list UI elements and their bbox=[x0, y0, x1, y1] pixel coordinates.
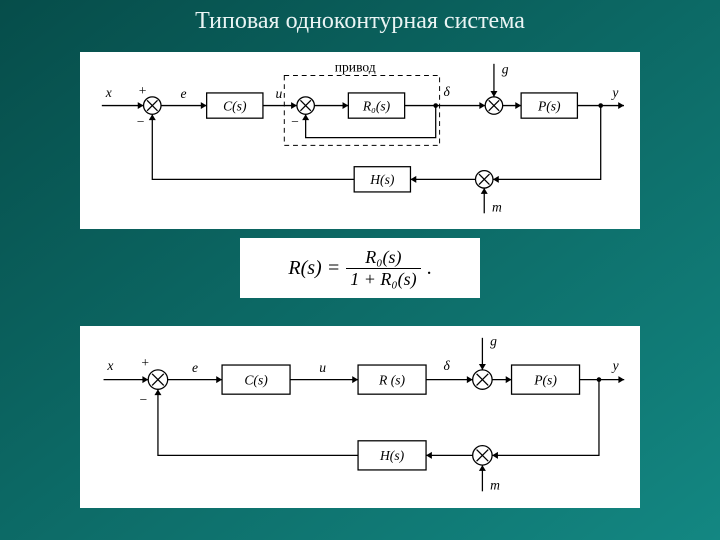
equation-numerator: R₀(s) bbox=[361, 247, 405, 268]
equation-denominator: 1 + R₀(s) bbox=[346, 269, 420, 290]
takeoff-node bbox=[597, 377, 602, 382]
sensor-block-label: H(s) bbox=[379, 448, 405, 464]
signal-label: g bbox=[490, 334, 497, 349]
controller-block-label: C(s) bbox=[244, 372, 268, 388]
sum-sign: − bbox=[139, 392, 147, 407]
block-diagram-bottom: x e u δ y g m + − C(s) R (s) P(s) H(s) bbox=[88, 332, 632, 502]
diagram-panel-top: привод x e u δ y g m + − − C(s) R₀(s) P(s) H(s) bbox=[80, 52, 640, 229]
signal-label: e bbox=[192, 360, 198, 375]
actuator-label: привод bbox=[335, 60, 376, 75]
equation-trailing: . bbox=[427, 257, 432, 280]
sum-sign: − bbox=[291, 114, 299, 129]
r0-block-label: R₀(s) bbox=[362, 98, 391, 114]
sensor-block-label: H(s) bbox=[369, 172, 395, 188]
page-title: Типовая одноконтурная система bbox=[0, 8, 720, 35]
equation: R(s) = R₀(s) 1 + R₀(s) . bbox=[288, 247, 431, 290]
signal-label: u bbox=[276, 86, 283, 101]
signal-label: y bbox=[611, 358, 620, 373]
equation-fraction: R₀(s) 1 + R₀(s) bbox=[346, 247, 420, 290]
signal-label: u bbox=[319, 360, 326, 375]
signal-label: m bbox=[492, 199, 502, 214]
signal-label: e bbox=[180, 86, 186, 101]
equation-panel: R(s) = R₀(s) 1 + R₀(s) . bbox=[240, 238, 480, 298]
signal-label: g bbox=[502, 62, 509, 77]
takeoff-node bbox=[433, 103, 438, 108]
block-diagram-top: привод x e u δ y g m + − − C(s) R₀(s) P(s) H(s) bbox=[88, 58, 632, 223]
signal-label: x bbox=[105, 85, 112, 100]
r-block-label: R (s) bbox=[378, 372, 406, 388]
diagram-panel-bottom: x e u δ y g m + − C(s) R (s) P(s) H(s) bbox=[80, 326, 640, 508]
feedback-wire bbox=[152, 114, 354, 179]
sum-sign: + bbox=[139, 83, 147, 98]
sum-sign: + bbox=[141, 355, 149, 370]
takeoff-node bbox=[598, 103, 603, 108]
sum-sign: − bbox=[137, 114, 145, 129]
signal-label: x bbox=[106, 358, 113, 373]
equation-lhs: R(s) = bbox=[288, 257, 340, 280]
signal-label: δ bbox=[443, 84, 450, 99]
controller-block-label: C(s) bbox=[223, 98, 247, 114]
plant-block-label: P(s) bbox=[533, 372, 557, 388]
signal-label: δ bbox=[444, 358, 451, 373]
plant-block-label: P(s) bbox=[537, 98, 561, 114]
feedback-wire bbox=[158, 389, 358, 455]
signal-label: m bbox=[490, 477, 500, 492]
signal-label: y bbox=[610, 85, 619, 100]
